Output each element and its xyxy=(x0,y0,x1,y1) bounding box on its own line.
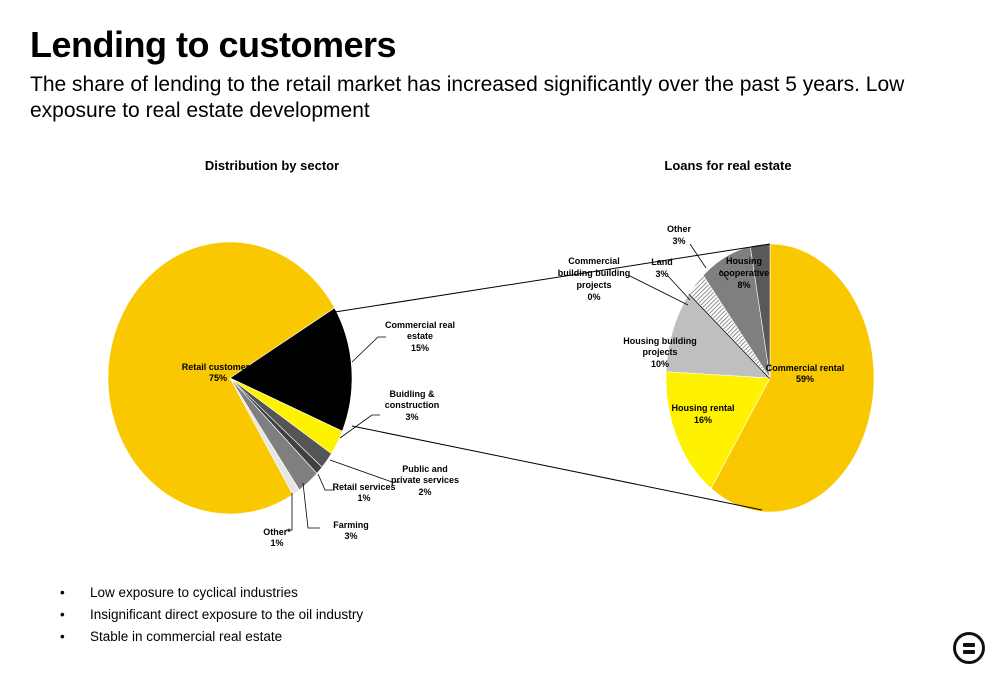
bullet-item: • Low exposure to cyclical industries xyxy=(60,584,363,606)
equals-circle-logo-icon xyxy=(953,632,985,664)
slice-name: Housing xyxy=(726,256,762,266)
slice-name: Farming xyxy=(333,520,369,530)
leader-line xyxy=(627,274,689,306)
label-retail-services: Retail services 1% xyxy=(332,482,395,503)
slice-value: 59% xyxy=(796,374,814,384)
chart-title-sector: Distribution by sector xyxy=(205,158,339,173)
slice-name: Other* xyxy=(263,527,291,537)
slice-name: Commercial real xyxy=(385,320,455,330)
leader-line xyxy=(719,269,729,281)
leader-line xyxy=(351,336,386,363)
pie-slice-housing-rental xyxy=(665,371,771,489)
pie-slice-other xyxy=(229,377,300,496)
slice-name: Housing building xyxy=(623,336,697,346)
slice-value: 15% xyxy=(411,343,429,353)
bullet-text: Low exposure to cyclical industries xyxy=(90,585,298,600)
leader-line xyxy=(667,275,691,301)
bullet-text: Stable in commercial real estate xyxy=(90,629,283,644)
label-commercial-building-projects: Commercial building building projects 0% xyxy=(558,256,630,302)
slice-value: 16% xyxy=(694,415,712,425)
logo-bar xyxy=(963,643,975,647)
label-retail-customers: Retail customers 75% xyxy=(182,362,255,383)
slice-value: 1% xyxy=(357,493,370,503)
pie-chart-real-estate xyxy=(665,243,875,513)
slice-value: 0% xyxy=(587,292,600,302)
bullet-list: • Low exposure to cyclical industries • In… xyxy=(60,584,363,650)
label-housing-rental: Housing rental 16% xyxy=(671,403,734,425)
bullet-dot-icon: • xyxy=(60,585,65,600)
pie-slice-commercial-real-estate xyxy=(229,307,353,432)
leader-line xyxy=(689,243,707,269)
slice-name: Commercial rental xyxy=(766,363,845,373)
slice-value: 8% xyxy=(737,280,750,290)
chart-title-real-estate: Loans for real estate xyxy=(664,158,791,173)
bullet-text: Insignificant direct exposure to the oil… xyxy=(90,607,364,622)
bullet-dot-icon: • xyxy=(60,607,65,622)
bullet-dot-icon: • xyxy=(60,629,65,644)
label-building-construction: Buidling & construction 3% xyxy=(385,389,440,422)
pie-chart-sector xyxy=(107,241,353,515)
slice-value: 2% xyxy=(418,487,431,497)
leader-line xyxy=(317,473,335,491)
leader-line xyxy=(302,482,320,529)
slice-name: building building xyxy=(558,268,630,278)
leader-line xyxy=(286,493,293,531)
slice-value: 3% xyxy=(405,412,418,422)
slice-value: 3% xyxy=(655,269,668,279)
slice-name: Housing rental xyxy=(671,403,734,413)
label-farming: Farming 3% xyxy=(333,520,369,541)
slice-value: 3% xyxy=(344,531,357,541)
bullet-item: • Insignificant direct exposure to the oi… xyxy=(60,606,363,628)
connector-line-bottom xyxy=(351,425,763,511)
slice-name: Other xyxy=(667,224,692,234)
leader-line xyxy=(339,414,380,439)
slice-name: Public and xyxy=(402,464,448,474)
slice-name: Buidling & xyxy=(390,389,435,399)
slice-value: 1% xyxy=(270,538,283,548)
label-commercial-rental: Commercial rental 59% xyxy=(766,363,845,384)
slice-name: projects xyxy=(576,280,611,290)
bullet-item: • Stable in commercial real estate xyxy=(60,628,363,650)
pie-slice-retail-customers xyxy=(107,241,335,515)
label-commercial-real-estate: Commercial real estate 15% xyxy=(385,320,455,353)
slice-name: projects xyxy=(642,347,677,357)
label-housing-cooperative: Housing cooperative 8% xyxy=(719,256,770,290)
page-title: Lending to customers xyxy=(30,24,397,65)
label-other: Other* 1% xyxy=(263,527,291,548)
slice-name: construction xyxy=(385,400,440,410)
label-land: Land 3% xyxy=(651,257,673,279)
label-other-re: Other 3% xyxy=(667,224,692,246)
page-subtitle: The share of lending to the retail marke… xyxy=(30,73,905,122)
logo-bar xyxy=(963,650,975,654)
slice-value: 75% xyxy=(209,373,227,383)
slice-name: estate xyxy=(407,331,433,341)
slice-name: Land xyxy=(651,257,673,267)
pie-slice-commercial-rental xyxy=(710,243,875,513)
label-housing-building-projects: Housing building projects 10% xyxy=(623,336,697,369)
slice-name: private services xyxy=(391,475,459,485)
slice-name: cooperative xyxy=(719,268,770,278)
leader-line xyxy=(329,459,400,483)
slice-name: Retail services xyxy=(332,482,395,492)
pie-slice-housing-building-projects xyxy=(665,293,771,379)
slice-name: Commercial xyxy=(568,256,620,266)
slice-value: 10% xyxy=(651,359,669,369)
slice-name: Retail customers xyxy=(182,362,255,372)
charts-area: Distribution by sector Loans for real es… xyxy=(107,158,875,548)
slice-value: 3% xyxy=(672,236,685,246)
label-public-private-services: Public and private services 2% xyxy=(391,464,459,497)
